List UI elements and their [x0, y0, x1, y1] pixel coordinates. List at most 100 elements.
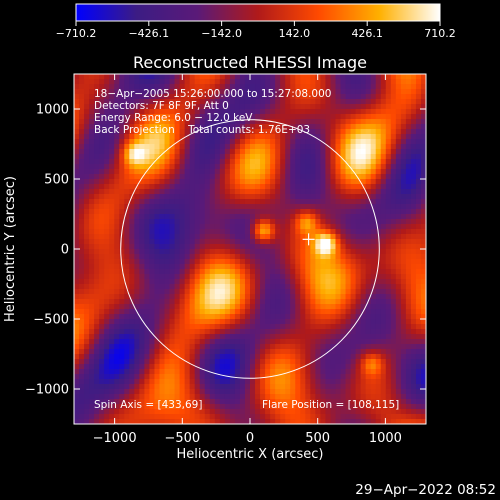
- heatmap-cell: [209, 309, 216, 315]
- heatmap-cell: [385, 419, 392, 424]
- flare-position-label: Flare Position = [108,115]: [262, 399, 399, 411]
- heatmap-cell: [219, 294, 226, 300]
- heatmap-cell: [159, 344, 166, 350]
- heatmap-cell: [94, 354, 100, 360]
- heatmap-cell: [169, 364, 176, 370]
- heatmap-cell: [285, 159, 291, 165]
- heatmap-cell: [139, 389, 145, 395]
- heatmap-cell: [144, 189, 151, 195]
- colorbar-tick-label: 142.0: [279, 27, 311, 40]
- heatmap-cell: [159, 209, 166, 215]
- heatmap-cell: [385, 84, 392, 90]
- heatmap-cell: [109, 124, 115, 130]
- heatmap-cell: [174, 164, 181, 170]
- heatmap-cell: [300, 404, 306, 410]
- heatmap-cell: [174, 264, 181, 270]
- heatmap-cell: [94, 209, 100, 215]
- heatmap-cell: [94, 259, 100, 265]
- heatmap-cell: [109, 79, 115, 85]
- heatmap-cell: [285, 339, 291, 345]
- heatmap-cell: [244, 179, 251, 185]
- heatmap-cell: [234, 134, 241, 140]
- heatmap-cell: [365, 354, 372, 360]
- heatmap-cell: [305, 154, 311, 160]
- heatmap-cell: [169, 264, 176, 270]
- heatmap-cell: [194, 399, 201, 405]
- heatmap-cell: [94, 344, 100, 350]
- heatmap-cell: [229, 354, 236, 360]
- heatmap-cell: [94, 274, 100, 280]
- heatmap-cell: [114, 294, 120, 300]
- heatmap-cell: [410, 114, 417, 120]
- heatmap-cell: [189, 339, 196, 345]
- heatmap-cell: [74, 174, 80, 180]
- heatmap-cell: [224, 299, 231, 305]
- heatmap-cell: [340, 154, 347, 160]
- heatmap-cell: [79, 389, 85, 395]
- heatmap-cell: [214, 254, 221, 260]
- heatmap-cell: [94, 109, 100, 115]
- heatmap-cell: [154, 389, 161, 395]
- heatmap-cell: [365, 104, 372, 110]
- heatmap-cell: [144, 169, 151, 175]
- heatmap-cell: [224, 339, 231, 345]
- heatmap-cell: [330, 124, 337, 130]
- colorbar-tick-label: −142.0: [201, 27, 242, 40]
- heatmap-cell: [270, 299, 276, 305]
- heatmap-cell: [400, 79, 407, 85]
- heatmap-cell: [390, 414, 397, 420]
- heatmap-cell: [330, 104, 337, 110]
- heatmap-cell: [415, 219, 422, 225]
- heatmap-cell: [295, 239, 301, 245]
- heatmap-cell: [400, 409, 407, 415]
- heatmap-cell: [420, 99, 426, 105]
- heatmap-cell: [375, 149, 382, 155]
- heatmap-cell: [310, 349, 316, 355]
- heatmap-cell: [360, 409, 367, 415]
- heatmap-cell: [219, 174, 226, 180]
- heatmap-cell: [415, 119, 422, 125]
- heatmap-cell: [139, 234, 145, 240]
- heatmap-cell: [89, 304, 95, 310]
- heatmap-cell: [114, 289, 120, 295]
- heatmap-cell: [415, 354, 422, 360]
- heatmap-cell: [300, 394, 306, 400]
- heatmap-cell: [89, 204, 95, 210]
- heatmap-cell: [199, 229, 206, 235]
- heatmap-cell: [370, 214, 377, 220]
- heatmap-cell: [234, 354, 241, 360]
- heatmap-cell: [380, 194, 387, 200]
- heatmap-cell: [280, 294, 286, 300]
- heatmap-cells: [74, 74, 426, 424]
- heatmap-cell: [139, 399, 145, 405]
- heatmap-cell: [390, 224, 397, 230]
- heatmap-cell: [164, 119, 171, 125]
- heatmap-cell: [390, 384, 397, 390]
- heatmap-cell: [199, 244, 206, 250]
- heatmap-cell: [250, 94, 256, 100]
- heatmap-cell: [134, 224, 140, 230]
- heatmap-cell: [184, 284, 191, 290]
- heatmap-cell: [239, 414, 246, 420]
- heatmap-cell: [129, 359, 135, 365]
- heatmap-cell: [89, 194, 95, 200]
- heatmap-cell: [280, 319, 286, 325]
- heatmap-cell: [320, 99, 327, 105]
- heatmap-cell: [280, 169, 286, 175]
- heatmap-cell: [420, 404, 426, 410]
- heatmap-cell: [189, 169, 196, 175]
- heatmap-cell: [174, 299, 181, 305]
- heatmap-cell: [99, 294, 105, 300]
- heatmap-cell: [124, 359, 130, 365]
- heatmap-cell: [89, 149, 95, 155]
- heatmap-cell: [79, 239, 85, 245]
- heatmap-cell: [365, 374, 372, 380]
- heatmap-cell: [400, 229, 407, 235]
- heatmap-cell: [335, 279, 342, 285]
- heatmap-cell: [335, 239, 342, 245]
- heatmap-cell: [219, 279, 226, 285]
- heatmap-cell: [305, 354, 311, 360]
- heatmap-cell: [239, 269, 246, 275]
- heatmap-cell: [199, 139, 206, 145]
- heatmap-cell: [109, 134, 115, 140]
